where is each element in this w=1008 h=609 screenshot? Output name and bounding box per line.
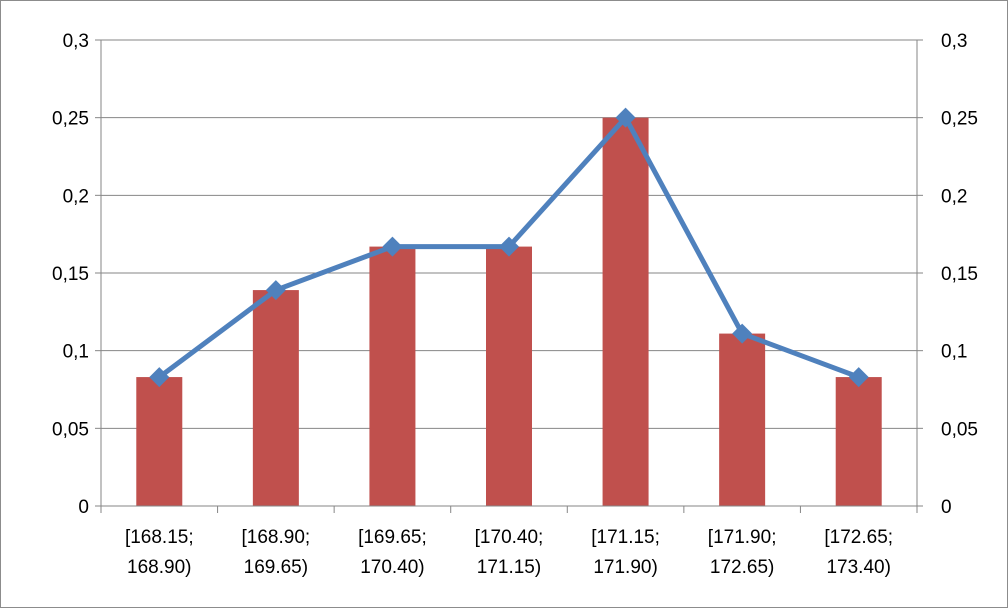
y-tick-label-left: 0,15 bbox=[52, 264, 89, 285]
axes bbox=[95, 39, 923, 513]
y-tick-label-left: 0 bbox=[78, 497, 89, 518]
y-tick-label-right: 0,25 bbox=[941, 109, 978, 130]
y-tick-label-right: 0,3 bbox=[941, 31, 967, 52]
y-tick-label-right: 0,05 bbox=[941, 419, 978, 440]
x-tick-label: [168.90; 169.65) bbox=[242, 527, 311, 578]
line-point bbox=[732, 323, 753, 344]
line-point bbox=[615, 107, 636, 128]
line-point bbox=[265, 280, 286, 301]
x-tick-label: [170.40; 171.15) bbox=[475, 527, 544, 578]
y-tick-label-left: 0,25 bbox=[52, 109, 89, 130]
y-tick-label-left: 0,05 bbox=[52, 419, 89, 440]
bar bbox=[136, 377, 183, 506]
x-tick-label: [169.65; 170.40) bbox=[358, 527, 427, 578]
bar bbox=[369, 246, 416, 507]
bar bbox=[719, 333, 766, 506]
y-tick-label-right: 0 bbox=[941, 497, 952, 518]
bar bbox=[602, 117, 649, 507]
line-series bbox=[149, 107, 869, 388]
x-tick-label: [171.15; 171.90) bbox=[591, 527, 660, 578]
y-tick-label-left: 0,3 bbox=[63, 31, 89, 52]
x-tick-label: [168.15; 168.90) bbox=[125, 527, 194, 578]
y-tick-label-right: 0,1 bbox=[941, 342, 967, 363]
y-tick-label-right: 0,2 bbox=[941, 186, 967, 207]
x-tick-label: [171.90; 172.65) bbox=[708, 527, 777, 578]
tick-labels: 0 0 0,05 0,05 0,1 0,1 0,15 0,15 0,2 0,2 0,25 0,25 0,… bbox=[52, 31, 978, 578]
y-tick-label-right: 0,15 bbox=[941, 264, 978, 285]
y-tick-label-left: 0,1 bbox=[63, 342, 89, 363]
bar bbox=[486, 246, 532, 507]
bar-series bbox=[136, 117, 882, 507]
x-tick-label: [172.65; 173.40) bbox=[824, 527, 893, 578]
bar bbox=[835, 377, 882, 506]
line-point bbox=[848, 367, 869, 388]
bar bbox=[252, 290, 299, 506]
line-point bbox=[382, 236, 403, 257]
line-point bbox=[499, 236, 519, 257]
y-tick-label-left: 0,2 bbox=[63, 186, 89, 207]
line-point bbox=[149, 367, 170, 388]
